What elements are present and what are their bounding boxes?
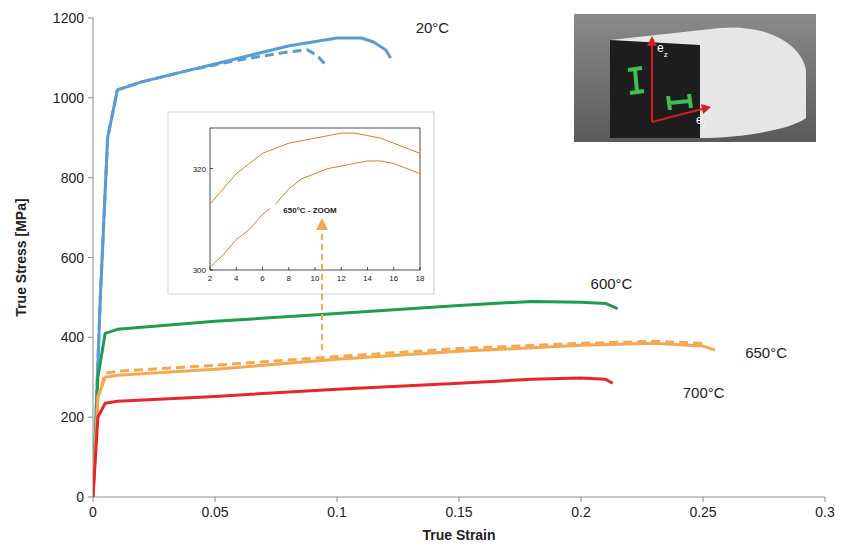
inset-x-tick <box>393 267 394 270</box>
inset-x-tick-label: 2 <box>208 274 213 283</box>
inset-x-tick-label: 6 <box>260 274 265 283</box>
inset-x-tick <box>262 267 263 270</box>
inset-x-tick-label: 12 <box>337 274 346 283</box>
x-tick <box>703 497 704 502</box>
series-label: 600°C <box>591 275 633 292</box>
label-sub: r <box>703 122 706 131</box>
x-tick-label: 0 <box>89 504 97 520</box>
inset-plot-frame <box>210 128 420 270</box>
arrow-heads <box>647 36 711 114</box>
photo-label: ez <box>657 41 668 59</box>
series-line <box>210 161 420 267</box>
series-line <box>93 343 715 497</box>
x-tick <box>581 497 582 502</box>
x-tick <box>337 497 338 502</box>
title-patch <box>270 204 350 216</box>
y-tick <box>88 497 93 498</box>
specimen-face <box>610 40 700 138</box>
series-line <box>210 133 420 204</box>
y-tick <box>88 417 93 418</box>
y-tick-label: 600 <box>61 250 85 266</box>
inset-y-tick-label: 300 <box>193 266 207 275</box>
series-line <box>93 341 703 497</box>
gauge <box>628 68 644 93</box>
label-sub: z <box>664 50 668 59</box>
gauge <box>668 94 691 110</box>
inset-x-tick-label: 10 <box>311 274 320 283</box>
y-tick <box>88 177 93 178</box>
series-line <box>93 378 613 497</box>
zoom-arrow-head <box>316 218 328 230</box>
inset-x-tick-label: 14 <box>363 274 372 283</box>
y-tick-label: 400 <box>61 329 85 345</box>
inset-x-tick-label: 18 <box>416 274 425 283</box>
x-axis-title: True Strain <box>422 527 495 543</box>
x-tick-label: 0.25 <box>689 504 716 520</box>
series-line <box>93 301 618 497</box>
axes-arrows <box>652 42 706 122</box>
x-tick <box>459 497 460 502</box>
x-tick-label: 0.3 <box>815 504 835 520</box>
y-tick-label: 1200 <box>53 10 84 26</box>
inset-x-tick-label: 16 <box>389 274 398 283</box>
x-tick-label: 0.05 <box>201 504 228 520</box>
zoom-arrow <box>321 228 323 350</box>
series-label: 700°C <box>683 384 725 401</box>
inset-title: 650°C - ZOOM <box>283 206 337 215</box>
y-tick <box>88 18 93 19</box>
inset-frame <box>168 112 434 294</box>
x-tick-label: 0.15 <box>445 504 472 520</box>
inset-x-tick <box>315 267 316 270</box>
y-tick-label: 0 <box>76 489 84 505</box>
plot-area <box>93 38 715 497</box>
inset-x-tick <box>236 267 237 270</box>
inset-x-tick <box>288 267 289 270</box>
y-tick <box>88 257 93 258</box>
inset-plot-area <box>210 133 420 267</box>
inset-x-tick-label: 8 <box>287 274 292 283</box>
specimen-top <box>610 27 806 138</box>
inset-x-tick <box>420 267 421 270</box>
inset-x-tick-label: 4 <box>234 274 239 283</box>
y-tick-label: 200 <box>61 409 85 425</box>
x-tick-label: 0.1 <box>327 504 347 520</box>
photo-label: er <box>696 113 706 131</box>
y-tick <box>88 337 93 338</box>
x-tick <box>825 497 826 502</box>
inset-y-tick <box>210 168 213 169</box>
x-tick-label: 0.2 <box>571 504 591 520</box>
photo <box>574 14 816 142</box>
series-label: 650°C <box>745 344 787 361</box>
chart: 0 200 400 600 800 1000 1200 0 0.05 0.1 0.15 0.2 0.25… <box>0 0 842 551</box>
x-tick <box>215 497 216 502</box>
inset-y-tick-label: 320 <box>193 165 207 174</box>
inset-x-tick <box>367 267 368 270</box>
series-label: 20°C <box>416 19 450 36</box>
inset-y-tick <box>210 270 213 271</box>
x-tick <box>93 497 94 502</box>
y-tick-label: 800 <box>61 170 85 186</box>
y-axis-title: True Stress [MPa] <box>13 198 29 316</box>
inset-x-tick <box>341 267 342 270</box>
y-tick-label: 1000 <box>53 90 84 106</box>
y-tick <box>88 97 93 98</box>
